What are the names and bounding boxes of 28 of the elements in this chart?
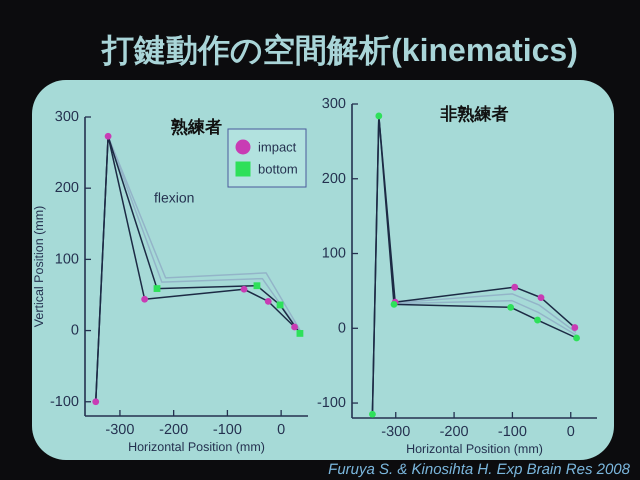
y-tick-label: -100 — [50, 394, 79, 410]
y-tick-label: -100 — [316, 395, 346, 412]
x-tick-label: 0 — [566, 424, 575, 440]
chart-title: 非熟練者 — [440, 104, 508, 124]
y-tick-label: 100 — [322, 246, 346, 262]
x-tick-label: -100 — [498, 424, 527, 440]
y-tick-label: 300 — [322, 96, 346, 112]
x-tick-label: -300 — [381, 424, 410, 440]
x-tick-label: -300 — [105, 422, 134, 438]
y-tick-label: 0 — [338, 320, 346, 336]
x-axis-title: Horizontal Position (mm) — [128, 440, 265, 454]
x-tick-label: 0 — [277, 422, 286, 438]
annotation: flexion — [154, 190, 194, 206]
legend-label: impact — [258, 140, 297, 154]
x-axis-title: Horizontal Position (mm) — [406, 442, 543, 456]
text: 打鍵動作の空間解析(kinematics) — [100, 32, 578, 68]
y-tick-label: 0 — [70, 322, 79, 339]
legend-label: bottom — [258, 162, 298, 176]
text: Furuya S. & Kinosihta H. Exp Brain Res 2008 — [328, 461, 631, 478]
x-tick-label: -100 — [212, 422, 242, 438]
y-tick-label: 200 — [322, 170, 346, 187]
y-tick-label: 300 — [54, 109, 79, 125]
x-tick-label: -200 — [440, 424, 469, 440]
x-tick-label: -200 — [159, 422, 188, 438]
y-tick-label: 200 — [54, 180, 79, 196]
y-tick-label: 100 — [54, 251, 79, 268]
y-axis-title: Vertical Position (mm) — [32, 206, 46, 328]
chart-title: 熟練者 — [170, 118, 222, 136]
